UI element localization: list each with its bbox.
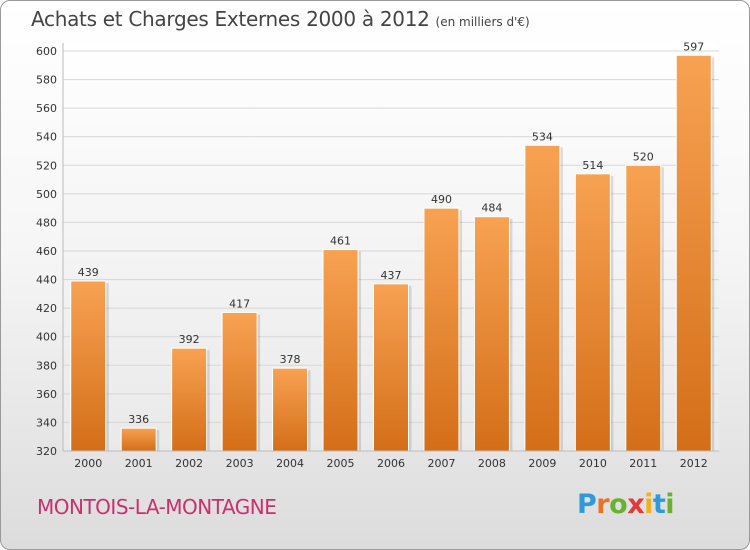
y-tick-label: 460 [36, 245, 57, 258]
x-tick-label: 2010 [579, 457, 607, 470]
x-tick-label: 2011 [629, 457, 657, 470]
bar-2000 [70, 280, 107, 452]
x-tick-label: 2006 [377, 457, 405, 470]
bar-2008 [473, 216, 510, 452]
proxiti-logo: Proxiti [577, 489, 675, 520]
y-tick-label: 560 [36, 102, 57, 115]
x-tick-label: 2005 [327, 457, 355, 470]
data-label: 378 [280, 353, 301, 366]
data-label: 437 [381, 269, 402, 282]
y-tick-label: 420 [36, 302, 57, 315]
bar-2001 [120, 427, 157, 452]
chart-subtitle: (en milliers d'€) [435, 15, 530, 29]
x-tick-label: 2002 [175, 457, 203, 470]
chart-title: Achats et Charges Externes 2000 à 2012 (e… [31, 7, 530, 31]
bar-2010 [574, 173, 611, 452]
bar-2005 [322, 249, 359, 452]
chart-title-text: Achats et Charges Externes 2000 à 2012 [31, 7, 430, 31]
data-label: 439 [78, 266, 99, 279]
x-tick-label: 2012 [680, 457, 708, 470]
x-tick-label: 2004 [276, 457, 304, 470]
y-tick-label: 540 [36, 131, 57, 144]
x-tick-label: 2009 [528, 457, 556, 470]
y-tick-label: 340 [36, 416, 57, 429]
y-tick-label: 400 [36, 331, 57, 344]
commune-name: MONTOIS-LA-MONTAGNE [37, 495, 277, 519]
data-label: 336 [128, 413, 149, 426]
y-tick-label: 440 [36, 274, 57, 287]
x-tick-label: 2003 [226, 457, 254, 470]
y-tick-label: 480 [36, 216, 57, 229]
bar-2009 [524, 144, 561, 452]
y-tick-label: 600 [36, 45, 57, 58]
bar-2002 [171, 347, 208, 452]
x-tick-label: 2007 [427, 457, 455, 470]
data-label: 484 [481, 202, 502, 215]
data-label: 392 [179, 333, 200, 346]
data-label: 597 [683, 40, 704, 53]
y-tick-label: 360 [36, 388, 57, 401]
data-label: 534 [532, 130, 553, 143]
data-label: 461 [330, 235, 351, 248]
y-tick-label: 320 [36, 445, 57, 458]
x-tick-label: 2008 [478, 457, 506, 470]
x-tick-label: 2001 [125, 457, 153, 470]
data-label: 417 [229, 297, 250, 310]
y-tick-label: 500 [36, 188, 57, 201]
bar-2012 [675, 54, 712, 452]
data-label: 520 [633, 150, 654, 163]
bar-2004 [272, 367, 309, 452]
x-tick-label: 2000 [74, 457, 102, 470]
bar-2006 [373, 283, 409, 452]
y-tick-label: 380 [36, 359, 57, 372]
y-tick-label: 520 [36, 159, 57, 172]
data-label: 514 [582, 159, 603, 172]
y-tick-label: 580 [36, 74, 57, 87]
bar-2003 [221, 311, 258, 452]
data-label: 490 [431, 193, 452, 206]
bar-2011 [625, 164, 662, 452]
bar-2007 [423, 207, 460, 452]
